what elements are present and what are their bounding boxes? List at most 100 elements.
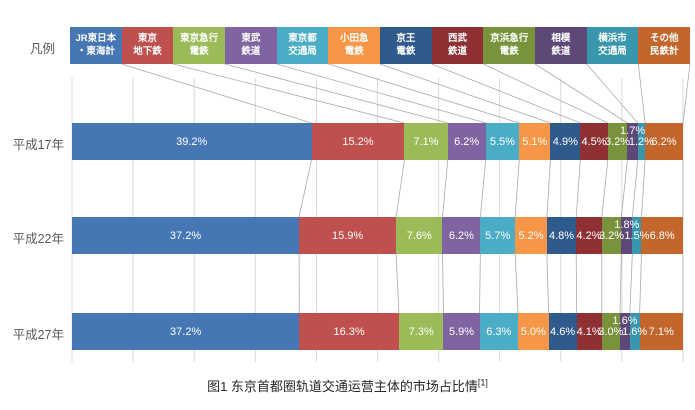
legend-item-tobu: 東武 鉄道 xyxy=(225,27,277,64)
segment-value-label: 5.7% xyxy=(485,229,511,242)
segment-value-label: 37.2% xyxy=(169,229,202,242)
bar-segment-yokohama-city: 1.2% xyxy=(629,123,654,160)
segment-value-label: 7.3% xyxy=(408,325,434,338)
legend-item-label: JR東日本 ・東海計 xyxy=(75,33,117,57)
bar-segment-seibu: 4.5% xyxy=(580,123,608,160)
bar-segment-toei: 5.7% xyxy=(480,217,516,254)
bar-segment-tobu: 6.2% xyxy=(447,123,486,160)
bar-segment-tokyu: 7.6% xyxy=(396,217,443,254)
legend-item-yokohama-city: 横浜市 交通局 xyxy=(586,27,639,64)
segment-value-label: 39.2% xyxy=(176,135,208,148)
row-label-h22: 平成22年 xyxy=(12,232,64,246)
segment-value-label: 4.6% xyxy=(550,325,576,338)
legend-item-label: 横浜市 交通局 xyxy=(598,33,627,57)
segment-value-label: 16.3% xyxy=(333,325,365,338)
bar-segment-tokyo-metro: 16.3% xyxy=(299,313,399,350)
segment-value-label: 4.1% xyxy=(576,325,602,338)
segment-value-label: 6.2% xyxy=(454,135,480,148)
row-label-h27: 平成27年 xyxy=(12,328,64,342)
legend-item-label: 東京都 交通局 xyxy=(288,33,317,57)
bar-segment-jr-east-tokai: 37.2% xyxy=(72,313,300,350)
legend-item-label: 相模 鉄道 xyxy=(551,33,571,57)
bar-segment-yokohama-city: 1.5% xyxy=(624,217,649,254)
segment-value-label: 15.2% xyxy=(342,135,374,148)
legend-item-label: 小田急 電鉄 xyxy=(339,33,369,57)
legend-item-label: その他 民鉄計 xyxy=(649,33,679,57)
legend-item-label: 東京 地下鉄 xyxy=(133,33,162,57)
legend-item-toei: 東京都 交通局 xyxy=(276,27,329,64)
bar-segment-toei: 6.3% xyxy=(479,313,518,350)
bar-segment-odakyu: 5.0% xyxy=(517,313,549,350)
bar-segment-toei: 5.5% xyxy=(485,123,520,160)
bar-segment-tobu: 5.9% xyxy=(443,313,480,350)
bar-row-h27: 37.2% 16.3% 7.3% 5.9% 6.3% 5.0% 4.6% 4.1% 3.0% 1.… xyxy=(72,313,683,350)
figure-caption: 图1 东京首都圈轨道交通运营主体的市场占比情[1] xyxy=(0,376,695,395)
legend-item-keio: 京王 電鉄 xyxy=(380,27,432,64)
segment-value-label: 5.5% xyxy=(489,135,515,148)
caption-ref: [1] xyxy=(477,377,488,388)
bar-segment-jr-east-tokai: 37.2% xyxy=(72,217,300,254)
segment-value-label: 4.9% xyxy=(552,135,578,148)
segment-value-label: 6.3% xyxy=(486,325,512,338)
segment-value-label: 5.9% xyxy=(448,325,475,338)
legend: JR東日本 ・東海計 東京 地下鉄 東京急行 電鉄 東武 鉄道 東京都 交通局 小田急 電… xyxy=(70,27,691,64)
bar-segment-tokyu: 7.3% xyxy=(398,313,444,350)
bar-segment-keikyu: 3.2% xyxy=(599,217,624,254)
segment-value-label: 5.0% xyxy=(520,325,546,338)
legend-item-label: 東武 鉄道 xyxy=(241,33,261,57)
bar-segment-sagami xyxy=(620,313,630,350)
bar-segment-sagami xyxy=(621,217,633,254)
bar-segment-tokyo-metro: 15.2% xyxy=(311,123,405,160)
legend-item-tokyu: 東京急行 電鉄 xyxy=(173,27,226,64)
bar-segment-other-private: 7.1% xyxy=(639,313,683,350)
legend-item-jr-east-tokai: JR東日本 ・東海計 xyxy=(70,27,122,64)
segment-value-label: 7.6% xyxy=(406,229,432,242)
segment-value-label: 3.2% xyxy=(605,135,631,148)
bar-row-h17: 39.2% 15.2% 7.1% 6.2% 5.5% 5.1% 4.9% 4.5% 3.2% 1.… xyxy=(72,123,683,160)
bar-segment-tokyo-metro: 15.9% xyxy=(299,217,397,254)
bar-segment-odakyu: 5.2% xyxy=(515,217,547,254)
bar-segment-keikyu: 3.0% xyxy=(598,313,623,350)
bar-segment-seibu: 4.1% xyxy=(577,313,602,350)
legend-item-tokyo-metro: 東京 地下鉄 xyxy=(121,27,174,64)
legend-item-odakyu: 小田急 電鉄 xyxy=(328,27,381,64)
segment-value-label: 6.8% xyxy=(649,229,675,242)
bar-segment-other-private: 6.2% xyxy=(645,123,683,160)
segment-value-label: 5.1% xyxy=(522,135,548,148)
caption-text: 图1 东京首都圈轨道交通运营主体的市场占比情 xyxy=(207,379,478,394)
bar-segment-yokohama-city: 1.6% xyxy=(622,313,647,350)
bar-segment-tokyu: 7.1% xyxy=(404,123,448,160)
bar-segment-odakyu: 5.1% xyxy=(519,123,551,160)
bar-segment-tobu: 6.2% xyxy=(442,217,481,254)
bar-segment-sagami xyxy=(627,123,638,160)
bar-segment-keio: 4.8% xyxy=(546,217,577,254)
bar-segment-keikyu: 3.2% xyxy=(605,123,631,160)
segment-value-label: 6.2% xyxy=(448,229,474,242)
bar-segment-jr-east-tokai: 39.2% xyxy=(72,123,312,160)
bar-segment-keio: 4.6% xyxy=(548,313,577,350)
bar-segment-other-private: 6.8% xyxy=(641,217,683,254)
legend-item-label: 京王 電鉄 xyxy=(396,33,416,57)
segment-value-label: 7.1% xyxy=(648,325,674,338)
legend-item-seibu: 西武 鉄道 xyxy=(431,27,484,64)
legend-item-sagami: 相模 鉄道 xyxy=(535,27,587,64)
legend-item-other-private: その他 民鉄計 xyxy=(638,27,691,64)
segment-value-label: 15.9% xyxy=(331,229,364,242)
segment-value-label: 6.2% xyxy=(651,135,677,148)
bar-segment-keio: 4.9% xyxy=(550,123,581,160)
segment-value-label: 37.2% xyxy=(170,325,202,338)
row-label-h17: 平成17年 xyxy=(12,138,64,152)
legend-item-label: 東京急行 電鉄 xyxy=(180,33,219,57)
legend-item-keikyu: 京浜急行 電鉄 xyxy=(483,27,536,64)
segment-value-label: 4.2% xyxy=(576,229,602,242)
legend-item-label: 京浜急行 電鉄 xyxy=(490,33,529,57)
segment-value-label: 4.5% xyxy=(581,135,607,148)
bar-row-h22: 37.2% 15.9% 7.6% 6.2% 5.7% 5.2% 4.8% 4.2% 3.2% 1.… xyxy=(72,217,683,254)
segment-value-label: 4.8% xyxy=(548,229,575,242)
legend-item-label: 西武 鉄道 xyxy=(448,33,468,57)
legend-caption: 凡例 xyxy=(30,42,56,56)
segment-value-label: 5.2% xyxy=(518,229,544,242)
bar-segment-seibu: 4.2% xyxy=(576,217,602,254)
segment-value-label: 7.1% xyxy=(413,135,439,148)
